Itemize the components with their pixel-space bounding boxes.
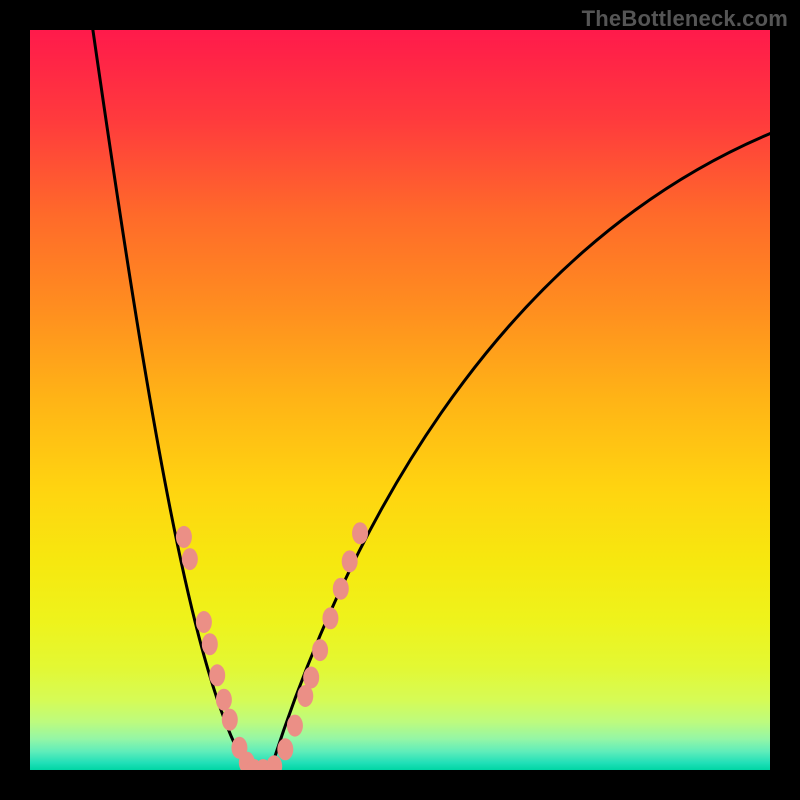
data-marker	[322, 607, 338, 629]
watermark-text: TheBottleneck.com	[582, 6, 788, 32]
data-marker	[196, 611, 212, 633]
bottleneck-curve	[93, 30, 770, 770]
data-marker	[352, 522, 368, 544]
data-marker	[216, 689, 232, 711]
data-marker	[287, 715, 303, 737]
data-marker	[277, 738, 293, 760]
data-marker	[303, 667, 319, 689]
curve-layer	[30, 30, 770, 770]
data-marker	[176, 526, 192, 548]
data-marker	[266, 755, 282, 770]
data-marker	[333, 578, 349, 600]
data-marker	[182, 548, 198, 570]
data-marker	[312, 639, 328, 661]
data-marker	[342, 550, 358, 572]
plot-area	[30, 30, 770, 770]
data-marker	[222, 709, 238, 731]
chart-frame: TheBottleneck.com	[0, 0, 800, 800]
data-markers	[176, 522, 368, 770]
data-marker	[209, 664, 225, 686]
data-marker	[202, 633, 218, 655]
